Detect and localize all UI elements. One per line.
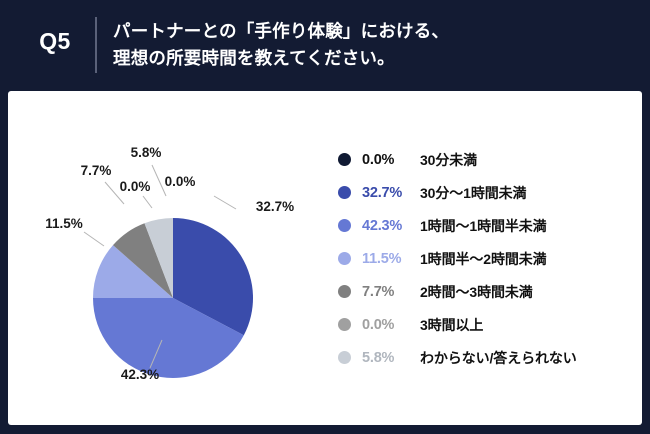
legend-swatch-icon — [338, 252, 351, 265]
legend-percent: 0.0% — [362, 316, 395, 333]
legend-row: 0.0% 3時間以上 — [338, 308, 638, 341]
question-line-1: パートナーとの「手作り体験」における、 — [113, 21, 450, 41]
pie-value-label: 32.7% — [256, 199, 294, 214]
legend-swatch-icon — [338, 318, 351, 331]
content-card: 0.0% 32.7% 42.3% 11.5% 7.7% 0.0% 5.8% 0.0% 30分未… — [8, 91, 642, 425]
pie-slice — [173, 218, 254, 336]
legend-swatch-icon — [338, 153, 351, 166]
pie-value-labels: 0.0%32.7%42.3%11.5%7.7%0.0%5.8% — [45, 145, 294, 382]
legend-percent: 42.3% — [362, 217, 403, 234]
legend-row: 0.0% 30分未満 — [338, 143, 638, 176]
leader-line — [213, 195, 237, 210]
pie-slice — [93, 245, 173, 298]
legend-label: 1時間半〜2時間未満 — [420, 250, 547, 267]
legend-row: 42.3% 1時間〜1時間半未満 — [338, 209, 638, 242]
legend-percent: 11.5% — [362, 250, 402, 267]
pie-value-label: 7.7% — [81, 163, 112, 178]
pie-value-label: 42.3% — [121, 367, 159, 382]
pie-leader-lines — [83, 164, 237, 369]
legend-label: 1時間〜1時間半未満 — [420, 217, 547, 234]
header-band: Q5 パートナーとの「手作り体験」における、 理想の所要時間を教えてください。 — [0, 0, 650, 91]
legend-row: 7.7% 2時間〜3時間未満 — [338, 275, 638, 308]
pie-value-label: 5.8% — [131, 145, 162, 160]
legend-percent: 0.0% — [362, 151, 395, 168]
pie-value-label: 11.5% — [45, 216, 83, 231]
leader-line — [142, 195, 153, 209]
legend-row: 5.8% わからない/答えられない — [338, 341, 638, 374]
legend-percent: 5.8% — [362, 349, 395, 366]
pie-slice — [112, 223, 173, 298]
legend-swatch-icon — [338, 186, 351, 199]
legend-swatch-icon — [338, 285, 351, 298]
leader-line — [149, 339, 163, 369]
legend-swatch-icon — [338, 219, 351, 232]
legend-swatch-icon — [338, 351, 351, 364]
legend-row: 11.5% 1時間半〜2時間未満 — [338, 242, 638, 275]
legend-row: 32.7% 30分〜1時間未満 — [338, 176, 638, 209]
question-line-2: 理想の所要時間を教えてください。 — [113, 48, 395, 68]
pie-slice — [93, 298, 244, 379]
legend-label: 3時間以上 — [420, 316, 484, 333]
legend-label: 30分未満 — [420, 151, 478, 168]
legend-percent: 32.7% — [362, 184, 403, 201]
legend-label: わからない/答えられない — [420, 349, 577, 366]
pie-chart-svg: 0.0%32.7%42.3%11.5%7.7%0.0%5.8% — [45, 145, 294, 382]
pie-slices — [93, 218, 254, 379]
leader-line — [151, 164, 167, 197]
legend-label: 2時間〜3時間未満 — [420, 283, 533, 300]
leader-line — [83, 231, 105, 247]
pie-slice — [144, 218, 173, 298]
chart-legend: 0.0% 30分未満 32.7% 30分〜1時間未満 42.3% 1時間〜1時間半未満 11… — [338, 143, 638, 374]
legend-label: 30分〜1時間未満 — [420, 184, 527, 201]
leader-line — [104, 181, 125, 205]
question-number: Q5 — [39, 28, 71, 54]
pie-value-label: 0.0% — [120, 179, 151, 194]
pie-value-label: 0.0% — [165, 174, 196, 189]
question-text: パートナーとの「手作り体験」における、 理想の所要時間を教えてください。 — [113, 18, 633, 72]
pie-chart: 0.0% 32.7% 42.3% 11.5% 7.7% 0.0% 5.8% — [18, 121, 338, 411]
legend-percent: 7.7% — [362, 283, 395, 300]
header-divider — [95, 17, 97, 73]
